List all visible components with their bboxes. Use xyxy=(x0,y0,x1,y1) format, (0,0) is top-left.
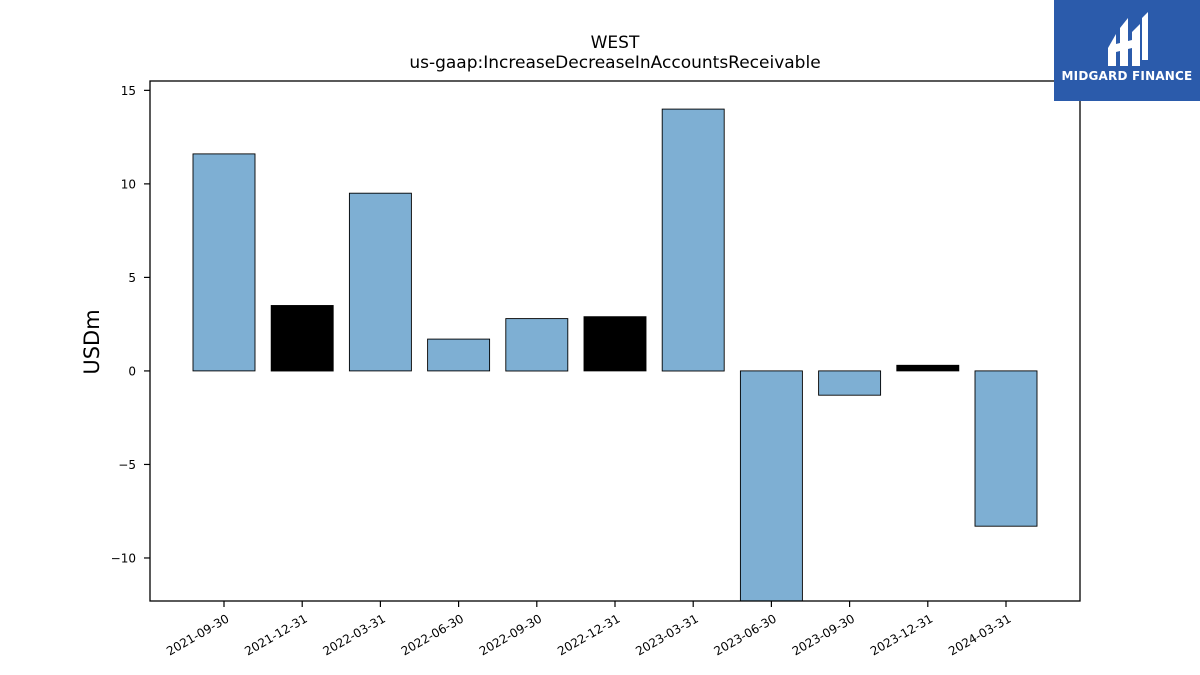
bar-2022-03-31 xyxy=(348,192,412,372)
x-tick-label: 2022-03-31 xyxy=(320,611,387,658)
bar-2023-09-30 xyxy=(818,370,882,396)
bar-2021-12-31 xyxy=(270,305,334,372)
chart-subtitle: us-gaap:IncreaseDecreaseInAccountsReceiv… xyxy=(409,53,820,73)
bar-2024-03-31 xyxy=(974,370,1038,527)
x-tick-label: 2023-12-31 xyxy=(868,611,935,658)
x-tick-label: 2023-09-30 xyxy=(790,611,857,658)
x-tick-label: 2023-06-30 xyxy=(711,611,778,658)
midgard-monogram-icon xyxy=(1108,12,1148,66)
brand-name: MIDGARD FINANCE xyxy=(1061,69,1193,83)
bar-2021-09-30 xyxy=(192,153,256,372)
y-tick-label: 15 xyxy=(121,84,136,98)
x-axis-ticks: 2021-09-30 2021-12-31 2022-03-31 2022-06-30… xyxy=(164,601,1014,658)
x-tick-label: 2022-12-31 xyxy=(555,611,622,658)
x-tick-label: 2023-03-31 xyxy=(633,611,700,658)
y-axis-label: USDm xyxy=(80,309,104,374)
bar-2022-12-31 xyxy=(583,316,647,372)
bar-2023-06-30 xyxy=(739,370,803,602)
y-tick-label: 10 xyxy=(121,177,136,191)
x-tick-label: 2021-09-30 xyxy=(164,611,231,658)
x-tick-label: 2024-03-31 xyxy=(946,611,1013,658)
x-tick-label: 2022-06-30 xyxy=(399,611,466,658)
bar-2023-03-31 xyxy=(661,108,725,372)
y-tick-label: 5 xyxy=(128,271,136,285)
plot-frame xyxy=(149,80,1081,602)
brand-logo: MIDGARD FINANCE xyxy=(1054,0,1200,101)
y-axis-ticks: 15 10 5 0 −5 −10 xyxy=(111,84,150,565)
y-tick-label: −10 xyxy=(111,551,136,565)
bars-group xyxy=(192,108,1038,602)
chart-title: WEST xyxy=(591,33,640,53)
bar-2022-06-30 xyxy=(427,338,491,372)
x-tick-label: 2022-09-30 xyxy=(477,611,544,658)
x-tick-label: 2021-12-31 xyxy=(242,611,309,658)
bar-2023-12-31 xyxy=(896,364,960,372)
y-tick-label: 0 xyxy=(128,364,136,378)
bar-2022-09-30 xyxy=(505,318,569,372)
y-tick-label: −5 xyxy=(118,458,136,472)
